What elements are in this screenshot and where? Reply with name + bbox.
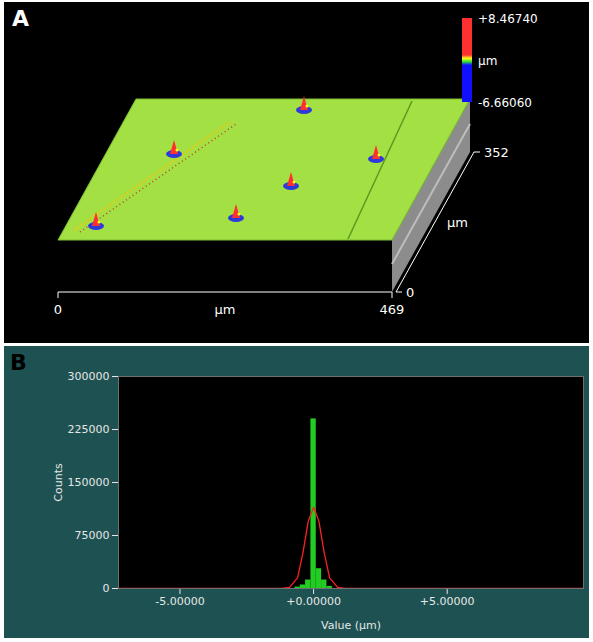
svg-text:-5.00000: -5.00000 (155, 595, 204, 608)
svg-text:+5.00000: +5.00000 (420, 595, 475, 608)
svg-text:Counts: Counts (52, 463, 65, 502)
svg-text:-6.66060: -6.66060 (478, 96, 532, 110)
svg-text:+0.00000: +0.00000 (286, 595, 341, 608)
svg-text:0: 0 (103, 582, 110, 595)
svg-text:µm: µm (478, 54, 497, 68)
svg-text:0: 0 (54, 302, 62, 317)
svg-text:150000: 150000 (68, 476, 110, 489)
svg-text:300000: 300000 (68, 370, 110, 383)
svg-text:0: 0 (406, 285, 414, 300)
svg-text:+8.46740: +8.46740 (478, 12, 538, 26)
svg-text:µm: µm (447, 215, 468, 230)
svg-text:75000: 75000 (75, 529, 110, 542)
svg-text:A: A (12, 6, 29, 31)
html-text:B: B (10, 350, 27, 375)
svg-text:469: 469 (380, 302, 405, 317)
svg-text:Value (µm): Value (µm) (321, 619, 381, 632)
svg-text:µm: µm (215, 302, 236, 317)
svg-text:352: 352 (484, 145, 509, 160)
svg-text:225000: 225000 (68, 423, 110, 436)
